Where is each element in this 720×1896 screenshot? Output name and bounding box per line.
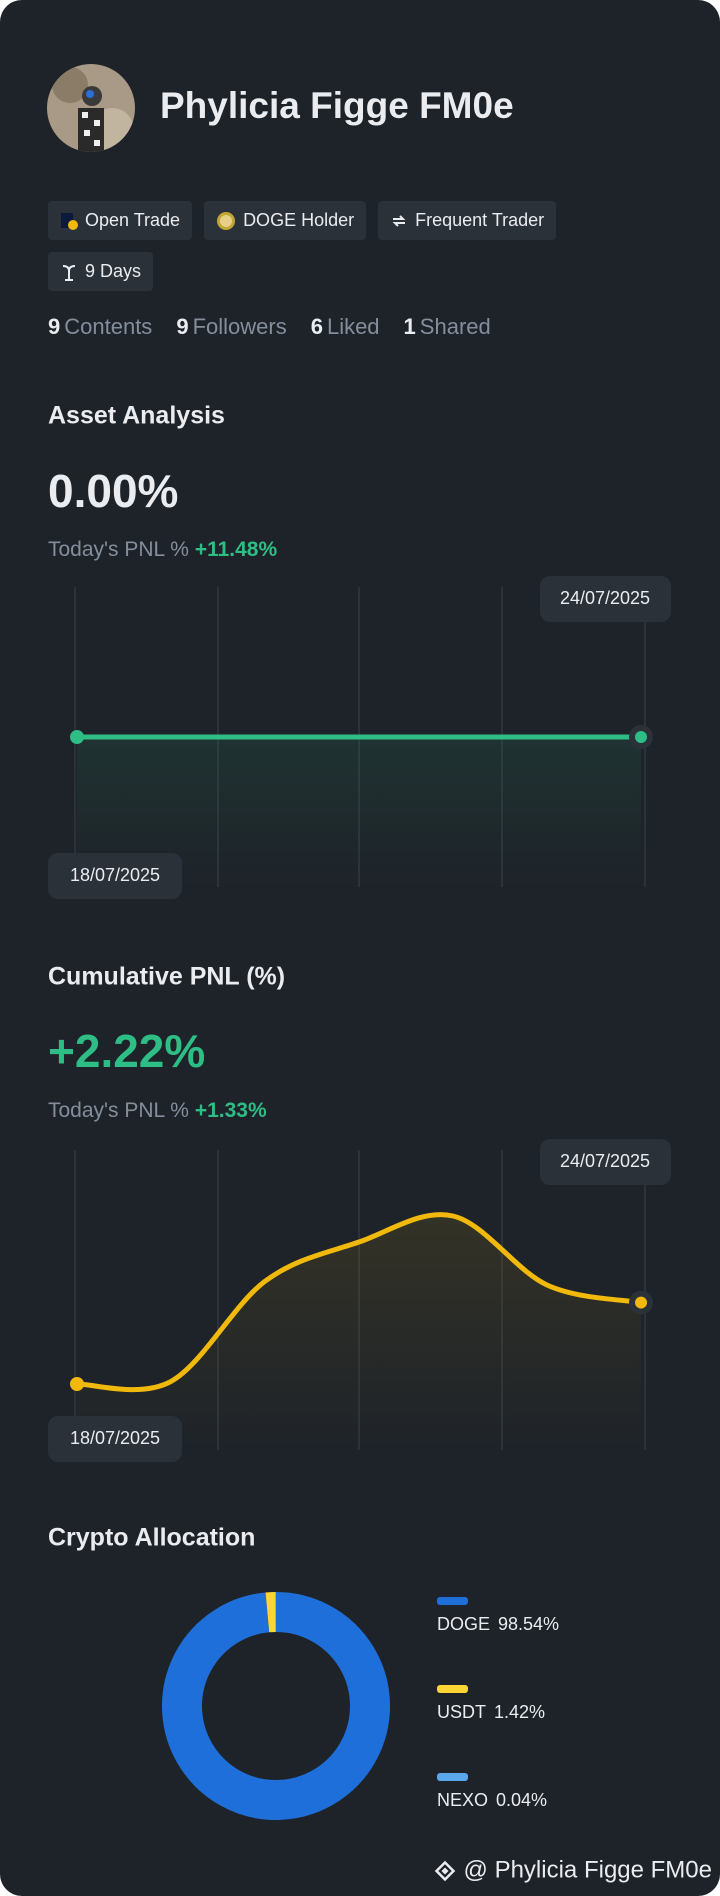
legend-entry: USDT 1.42% [437,1702,545,1722]
footer-text: @ Phylicia Figge FM0e [464,1856,712,1883]
badge-label: DOGE Holder [243,210,355,230]
section-title: Asset Analysis [48,402,225,430]
date-label: 18/07/2025 [70,865,160,885]
stat-label: Contents [64,314,153,339]
icon [392,214,406,227]
date-label: 24/07/2025 [560,1151,650,1171]
badge-label: Frequent Trader [415,210,545,230]
stats: 9 Contents 9 Followers 6 Liked 1 Shared [48,314,491,340]
legend-swatch [437,1685,468,1693]
legend-value: 0.04% [496,1790,547,1810]
area [77,737,641,887]
pnl-line: Today's PNL % +1.33% [48,1099,267,1122]
stat: 9 Followers [176,314,286,340]
badge: 9 Days [48,252,154,291]
icon [217,211,236,230]
icon [62,264,76,281]
badge: Frequent Trader [378,201,557,240]
stat-count: 6 [310,314,323,339]
legend-name: NEXO [437,1790,488,1810]
date-label: 24/07/2025 [560,588,650,608]
pnl-value: +11.48% [195,538,278,561]
date-box [540,576,671,622]
badge-label: 9 Days [85,261,142,281]
stat-count: 1 [403,314,416,339]
icon [61,212,78,230]
point [70,730,84,744]
badge-list: Open Trade DOGE Holder Frequent Trader 9… [48,201,672,291]
stat-count: 9 [48,314,61,339]
pnl-value: +1.33% [195,1099,267,1122]
stat-label: Liked [326,314,380,339]
profile-name: Phylicia Figge FM0e [160,85,514,126]
point [635,1296,647,1309]
legend-swatch [437,1597,468,1605]
date-label: 18/07/2025 [70,1428,160,1448]
pnl-line: Today's PNL % +11.48% [48,538,277,561]
stat-label: Shared [419,314,491,339]
line [74,1212,644,1393]
legend-value: 98.54% [498,1614,559,1634]
legend-entry: DOGE 98.54% [437,1614,559,1634]
stat-count: 9 [176,314,189,339]
legend-swatch [437,1773,468,1781]
badge: Open Trade [48,201,193,240]
headline-value: 0.00% [48,465,178,517]
date-box [540,1139,671,1185]
legend-value: 1.42% [494,1702,545,1722]
donut-slice [162,1592,390,1820]
badge-label: Open Trade [85,210,181,230]
legend-name: DOGE [437,1614,490,1634]
stat: 9 Contents [48,314,152,340]
point [70,1377,84,1391]
area [77,1214,641,1450]
legend-name: USDT [437,1702,486,1722]
badge: DOGE Holder [204,201,367,240]
avatar [47,64,135,152]
headline-value: +2.22% [48,1025,205,1077]
date-box [48,1416,182,1462]
date-box [48,853,182,899]
section-title: Cumulative PNL (%) [48,963,285,991]
pnl-label: Today's PNL % [48,538,189,561]
legend-entry: NEXO 0.04% [437,1790,547,1810]
stat-label: Followers [192,314,287,339]
point [635,731,647,743]
stat: 1 Shared [404,314,491,340]
section-title: Crypto Allocation [48,1524,255,1552]
stat: 6 Liked [311,314,380,340]
pnl-label: Today's PNL % [48,1099,189,1122]
